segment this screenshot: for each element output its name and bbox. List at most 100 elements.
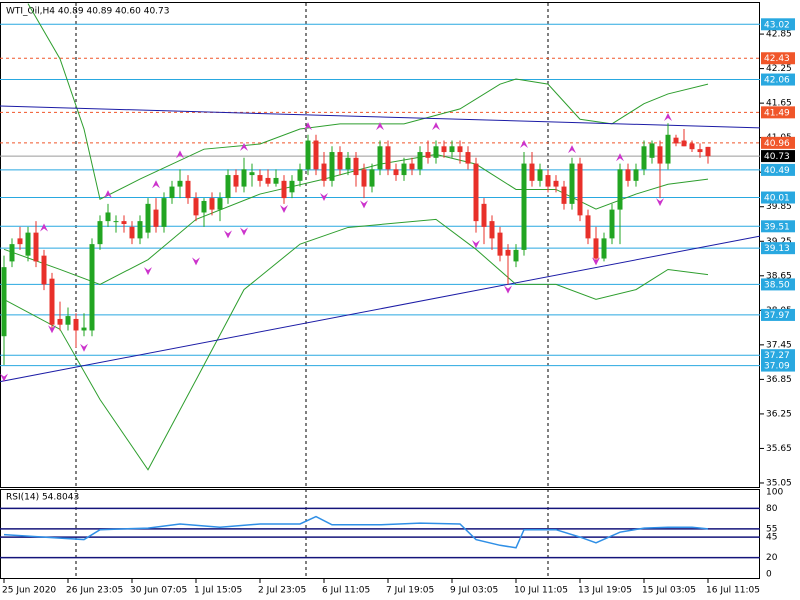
- level-label-box: [761, 349, 795, 362]
- candle-body: [89, 244, 95, 331]
- level-label: 40.49: [764, 166, 790, 176]
- candle-body: [689, 143, 695, 150]
- level-label: 40.73: [764, 152, 790, 162]
- candle-body: [681, 140, 687, 147]
- candle-body: [625, 169, 631, 181]
- candle-body: [65, 316, 71, 325]
- fractal-up: [432, 122, 440, 131]
- candle-body: [425, 152, 431, 158]
- x-tick-label: 10 Jul 11:05: [514, 586, 568, 596]
- rsi-tick-label: 0: [766, 570, 772, 580]
- candle-body: [513, 249, 519, 262]
- x-tick-label: 2 Jul 23:05: [258, 586, 306, 596]
- candle-body: [481, 203, 487, 227]
- level-label-box: [761, 136, 795, 149]
- rsi-tick-label: 20: [766, 553, 778, 563]
- candle-body: [233, 175, 239, 187]
- level-label-box: [761, 308, 795, 321]
- fractal-up: [376, 122, 384, 131]
- level-label: 37.09: [764, 362, 790, 372]
- candle-body: [521, 163, 527, 250]
- x-tick-label: 7 Jul 19:05: [386, 586, 434, 596]
- candle-body: [17, 238, 23, 245]
- candle-body: [417, 152, 423, 170]
- fractal-up: [176, 150, 184, 159]
- candle-body: [209, 198, 215, 210]
- y-tick-label: 36.85: [766, 375, 792, 385]
- level-label-box: [761, 220, 795, 233]
- candle-body: [105, 212, 111, 222]
- x-tick-label: 30 Jun 07:05: [130, 586, 187, 596]
- candle-body: [673, 137, 679, 144]
- candle-body: [385, 146, 391, 170]
- candle-body: [329, 152, 335, 181]
- level-label-box: [761, 150, 795, 163]
- level-label: 40.01: [764, 194, 790, 204]
- candle-body: [97, 221, 103, 245]
- fractal-up: [40, 223, 48, 232]
- candle-body: [161, 198, 167, 227]
- fractal-up: [152, 180, 160, 189]
- candle-body: [497, 232, 503, 256]
- candle-body: [585, 215, 591, 239]
- chart-title: WTI_Oil,H4 40.89 40.89 40.60 40.73: [6, 7, 170, 17]
- fractal-down: [656, 198, 664, 207]
- candle-body: [81, 327, 87, 331]
- fractal-up: [664, 112, 672, 121]
- rsi-tick-label: 100: [766, 488, 783, 498]
- candle-body: [281, 180, 287, 199]
- fractal-down: [80, 343, 88, 352]
- candle-body: [201, 200, 207, 213]
- x-tick-label: 9 Jul 03:05: [450, 586, 498, 596]
- candle-body: [337, 152, 343, 170]
- candle-body: [465, 152, 471, 164]
- y-tick-label: 41.65: [766, 99, 792, 109]
- rsi-frame: [0, 489, 760, 579]
- fractal-up: [520, 139, 528, 148]
- bollinger-band: [3, 153, 709, 285]
- fractal-down: [144, 267, 152, 276]
- x-tick-label: 25 Jun 2020: [2, 586, 56, 596]
- candle-body: [41, 255, 47, 285]
- level-label: 42.43: [764, 54, 790, 64]
- y-tick-label: 38.65: [766, 271, 792, 281]
- trend-line: [0, 235, 761, 383]
- level-label-box: [761, 52, 795, 65]
- candle-body: [273, 177, 279, 184]
- x-tick-label: 26 Jun 23:05: [66, 586, 123, 596]
- rsi-title: RSI(14) 54.8043: [6, 493, 79, 503]
- fractal-up: [104, 190, 112, 199]
- candle-body: [537, 169, 543, 181]
- candle-body: [577, 163, 583, 216]
- x-tick-label: 13 Jul 19:05: [578, 586, 632, 596]
- candle-body: [25, 232, 31, 256]
- level-label-box: [761, 359, 795, 372]
- candle-body: [313, 140, 319, 170]
- fractal-up: [616, 153, 624, 162]
- fractal-down: [240, 227, 248, 236]
- x-tick-label: 15 Jul 03:05: [642, 586, 696, 596]
- candle-body: [169, 186, 175, 199]
- candle-body: [401, 163, 407, 176]
- level-label-box: [761, 18, 795, 31]
- candle-body: [345, 157, 351, 170]
- y-tick-label: 42.25: [766, 64, 792, 74]
- candle-body: [137, 221, 143, 239]
- level-label: 37.97: [764, 311, 790, 321]
- candle-body: [505, 249, 511, 256]
- candle-body: [249, 172, 255, 176]
- candle-body: [641, 146, 647, 170]
- candle-body: [665, 134, 671, 164]
- candle-body: [369, 169, 375, 187]
- candle-body: [321, 163, 327, 181]
- candle-body: [409, 163, 415, 170]
- fractal-down: [360, 200, 368, 209]
- candle-body: [433, 146, 439, 158]
- y-tick-label: 39.25: [766, 237, 792, 247]
- fractal-down: [48, 325, 56, 334]
- candle-body: [553, 180, 559, 187]
- fractal-up: [304, 122, 312, 131]
- candle-body: [705, 146, 711, 157]
- candle-body: [153, 209, 159, 227]
